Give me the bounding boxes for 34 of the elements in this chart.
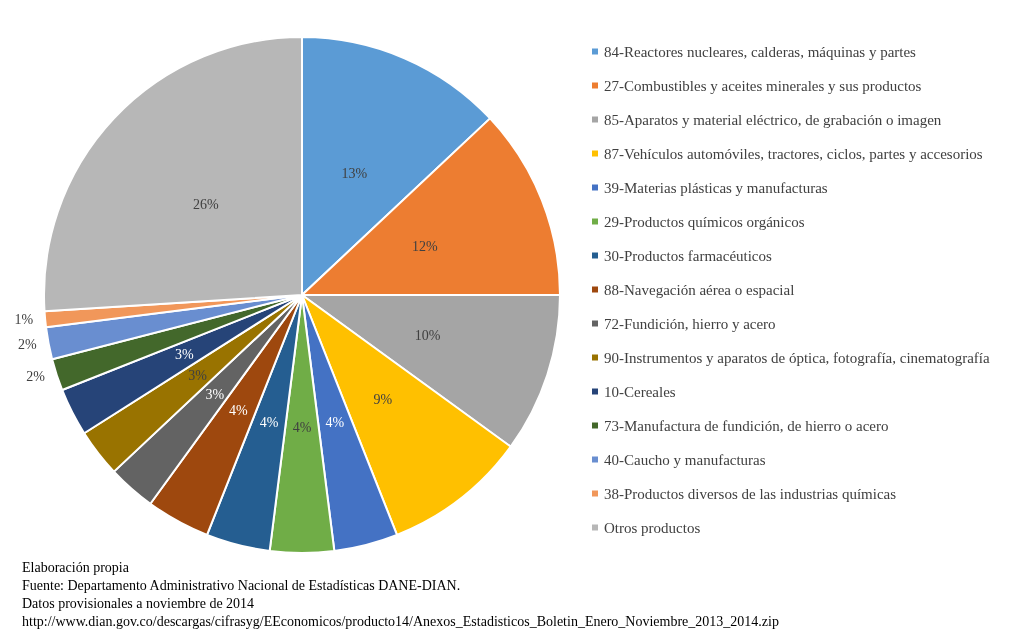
- data-label: 1%: [14, 312, 34, 328]
- legend-label: 29-Productos químicos orgánicos: [604, 213, 805, 230]
- legend-label: 85-Aparatos y material eléctrico, de grabación o imagen: [604, 111, 942, 128]
- legend-label: 27-Combustibles y aceites minerales y sus productos: [604, 77, 922, 94]
- source-note: Fuente: Departamento Administrativo Nacional de Estadísticas DANE-DIAN.: [22, 577, 461, 593]
- legend-label: 72-Fundición, hierro y acero: [604, 315, 776, 332]
- data-label: 3%: [188, 368, 208, 384]
- data-label: 4%: [229, 403, 249, 419]
- text: Elaboración propia: [22, 559, 130, 575]
- data-label: 3%: [175, 347, 195, 363]
- data-label: 12%: [411, 238, 438, 254]
- data-label: 2%: [26, 369, 46, 385]
- legend-label: Otros productos: [604, 519, 701, 536]
- legend-label: 84-Reactores nucleares, calderas, máquinas y partes: [604, 43, 917, 60]
- legend-label: 90-Instrumentos y aparatos de óptica, fotografía, cinematografía: [604, 349, 991, 366]
- legend-label: 40-Caucho y manufacturas: [604, 451, 766, 468]
- data-label: 2%: [18, 336, 37, 352]
- data-label: 9%: [373, 391, 393, 407]
- legend-label: 88-Navegación aérea o espacial: [604, 281, 795, 298]
- data-label: 3%: [205, 386, 225, 402]
- data-label: 13%: [341, 166, 368, 182]
- legend-label: 39-Materias plásticas y manufacturas: [604, 179, 828, 196]
- text: Datos provisionales a noviembre de 2014: [22, 595, 255, 611]
- legend-label: 10-Cereales: [604, 383, 676, 400]
- legend-label: 38-Productos diversos de las industrias químicas: [604, 485, 897, 502]
- data-label: 4%: [325, 415, 345, 431]
- data-label: 4%: [292, 419, 312, 435]
- legend-label: 30-Productos farmacéuticos: [604, 247, 773, 264]
- legend-label: 87-Vehículos automóviles, tractores, ciclos, partes y accesorios: [604, 145, 983, 162]
- data-label: 4%: [259, 415, 279, 431]
- data-label: 10%: [414, 328, 441, 344]
- data-label: 26%: [192, 197, 219, 213]
- text: http://www.dian.gov.co/descargas/cifrasyg/EEconomicos/producto14/Anexos_Estadisticos_Boletin_Enero_Noviembre_2013_2014.zip: [22, 613, 779, 629]
- legend-label: 73-Manufactura de fundición, de hierro o acero: [604, 417, 889, 434]
